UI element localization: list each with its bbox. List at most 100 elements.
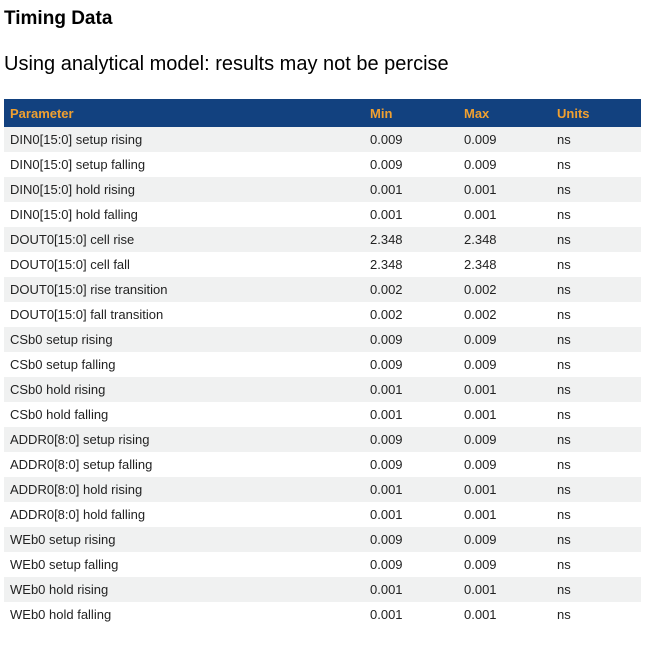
cell-min: 0.009 <box>370 432 403 447</box>
cell-min: 0.009 <box>370 332 403 347</box>
cell-min: 0.009 <box>370 357 403 372</box>
cell-min: 0.009 <box>370 532 403 547</box>
page-title: Timing Data <box>4 8 113 29</box>
cell-max: 0.001 <box>464 182 497 197</box>
cell-units: ns <box>557 457 571 472</box>
page: Timing Data Using analytical model: resu… <box>0 7 650 627</box>
cell-max: 0.001 <box>464 207 497 222</box>
cell-min: 2.348 <box>370 232 403 247</box>
table-row: CSb0 hold rising 0.001 0.001 ns <box>4 377 641 402</box>
cell-max: 0.009 <box>464 457 497 472</box>
cell-min: 0.009 <box>370 557 403 572</box>
table-row: ADDR0[8:0] setup falling 0.009 0.009 ns <box>4 452 641 477</box>
cell-max: 0.009 <box>464 557 497 572</box>
table-row: DOUT0[15:0] cell fall 2.348 2.348 ns <box>4 252 641 277</box>
cell-units: ns <box>557 182 571 197</box>
table-row: DIN0[15:0] setup rising 0.009 0.009 ns <box>4 127 641 152</box>
cell-min: 0.009 <box>370 132 403 147</box>
cell-parameter: ADDR0[8:0] setup rising <box>10 432 150 447</box>
cell-min: 0.001 <box>370 607 403 622</box>
cell-max: 0.001 <box>464 482 497 497</box>
table-row: WEb0 hold rising 0.001 0.001 ns <box>4 577 641 602</box>
cell-parameter: ADDR0[8:0] hold rising <box>10 482 143 497</box>
cell-units: ns <box>557 157 571 172</box>
table-body: DIN0[15:0] setup rising 0.009 0.009 ns DIN0[… <box>4 127 641 627</box>
page-subtitle: Using analytical model: results may not … <box>4 53 449 75</box>
table-row: DOUT0[15:0] cell rise 2.348 2.348 ns <box>4 227 641 252</box>
cell-min: 0.001 <box>370 182 403 197</box>
cell-parameter: CSb0 setup rising <box>10 332 113 347</box>
cell-parameter: DOUT0[15:0] cell rise <box>10 232 135 247</box>
table-row: DIN0[15:0] setup falling 0.009 0.009 ns <box>4 152 641 177</box>
cell-min: 0.001 <box>370 407 403 422</box>
cell-min: 0.002 <box>370 307 403 322</box>
cell-max: 0.009 <box>464 357 497 372</box>
cell-parameter: DIN0[15:0] hold falling <box>10 207 138 222</box>
table-row: DOUT0[15:0] rise transition 0.002 0.002 ns <box>4 277 641 302</box>
cell-min: 0.001 <box>370 582 403 597</box>
cell-parameter: DIN0[15:0] setup rising <box>10 132 143 147</box>
column-header-parameter: Parameter <box>4 99 364 127</box>
cell-units: ns <box>557 482 571 497</box>
table-header-row: Parameter Min Max Units <box>4 99 641 127</box>
cell-parameter: WEb0 hold rising <box>10 582 109 597</box>
cell-parameter: DOUT0[15:0] cell fall <box>10 257 130 272</box>
cell-max: 2.348 <box>464 257 497 272</box>
cell-parameter: DOUT0[15:0] fall transition <box>10 307 164 322</box>
cell-max: 0.001 <box>464 507 497 522</box>
table-row: DIN0[15:0] hold falling 0.001 0.001 ns <box>4 202 641 227</box>
cell-parameter: ADDR0[8:0] hold falling <box>10 507 146 522</box>
cell-units: ns <box>557 332 571 347</box>
cell-units: ns <box>557 382 571 397</box>
cell-parameter: WEb0 hold falling <box>10 607 112 622</box>
table-row: WEb0 hold falling 0.001 0.001 ns <box>4 602 641 627</box>
cell-units: ns <box>557 307 571 322</box>
table-row: ADDR0[8:0] hold rising 0.001 0.001 ns <box>4 477 641 502</box>
table-row: DIN0[15:0] hold rising 0.001 0.001 ns <box>4 177 641 202</box>
cell-min: 0.009 <box>370 457 403 472</box>
cell-units: ns <box>557 432 571 447</box>
cell-units: ns <box>557 357 571 372</box>
cell-units: ns <box>557 407 571 422</box>
table-row: CSb0 hold falling 0.001 0.001 ns <box>4 402 641 427</box>
cell-parameter: WEb0 setup rising <box>10 532 116 547</box>
cell-parameter: DIN0[15:0] hold rising <box>10 182 136 197</box>
cell-max: 0.001 <box>464 407 497 422</box>
cell-max: 0.009 <box>464 432 497 447</box>
cell-min: 2.348 <box>370 257 403 272</box>
cell-parameter: CSb0 hold rising <box>10 382 106 397</box>
cell-min: 0.001 <box>370 207 403 222</box>
cell-parameter: ADDR0[8:0] setup falling <box>10 457 153 472</box>
cell-min: 0.001 <box>370 507 403 522</box>
table-row: WEb0 setup rising 0.009 0.009 ns <box>4 527 641 552</box>
cell-max: 0.002 <box>464 307 497 322</box>
cell-max: 0.002 <box>464 282 497 297</box>
column-header-min: Min <box>364 99 458 127</box>
column-header-max: Max <box>458 99 551 127</box>
cell-units: ns <box>557 582 571 597</box>
cell-units: ns <box>557 607 571 622</box>
cell-units: ns <box>557 532 571 547</box>
cell-max: 0.001 <box>464 382 497 397</box>
table-row: ADDR0[8:0] setup rising 0.009 0.009 ns <box>4 427 641 452</box>
cell-min: 0.001 <box>370 382 403 397</box>
cell-min: 0.001 <box>370 482 403 497</box>
cell-max: 0.009 <box>464 132 497 147</box>
cell-parameter: DOUT0[15:0] rise transition <box>10 282 168 297</box>
cell-max: 0.009 <box>464 532 497 547</box>
cell-parameter: DIN0[15:0] setup falling <box>10 157 146 172</box>
cell-units: ns <box>557 282 571 297</box>
column-header-units: Units <box>551 99 641 127</box>
table-row: WEb0 setup falling 0.009 0.009 ns <box>4 552 641 577</box>
cell-units: ns <box>557 232 571 247</box>
cell-min: 0.009 <box>370 157 403 172</box>
table-row: ADDR0[8:0] hold falling 0.001 0.001 ns <box>4 502 641 527</box>
cell-max: 0.001 <box>464 607 497 622</box>
cell-min: 0.002 <box>370 282 403 297</box>
cell-units: ns <box>557 132 571 147</box>
cell-units: ns <box>557 207 571 222</box>
timing-table: Parameter Min Max Units DIN0[15:0] setup… <box>4 99 641 627</box>
cell-units: ns <box>557 507 571 522</box>
cell-units: ns <box>557 257 571 272</box>
cell-parameter: CSb0 hold falling <box>10 407 109 422</box>
